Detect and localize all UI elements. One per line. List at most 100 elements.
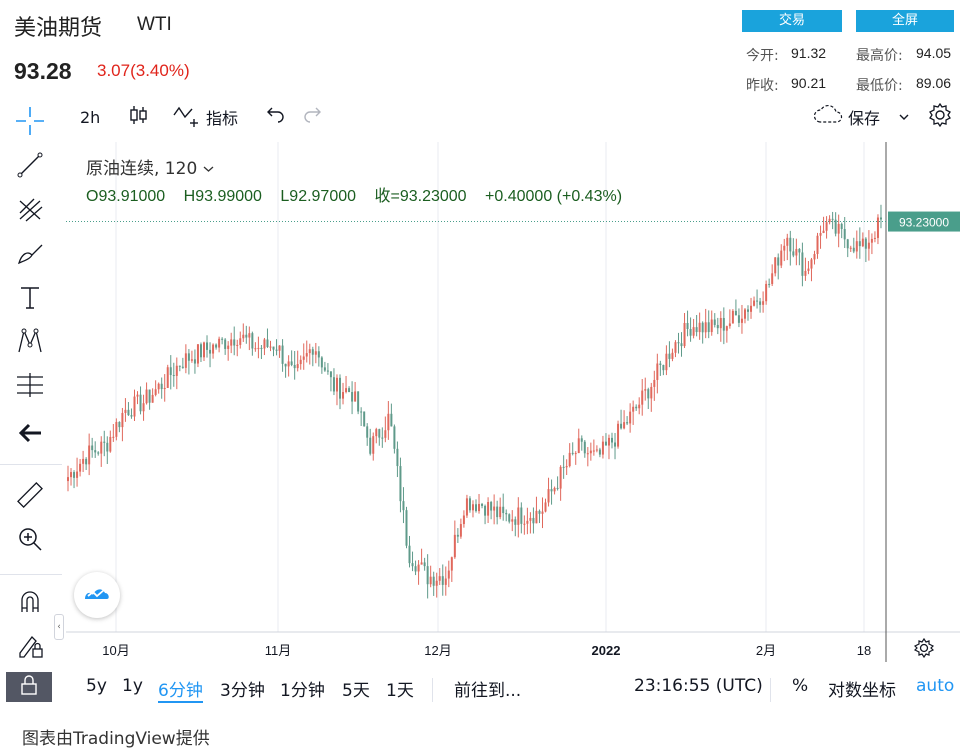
price-chart[interactable]: 10月 11月 12月 2022 2月 18 93.23000: [66, 142, 960, 662]
range-button[interactable]: 5天: [342, 681, 370, 701]
candle-body: [650, 386, 653, 399]
x-tick-label: 12月: [424, 643, 451, 658]
candle-body: [127, 409, 130, 416]
candle-body: [523, 523, 526, 525]
candle-body: [281, 345, 284, 364]
candle-body: [236, 344, 239, 346]
candle-body: [595, 449, 598, 451]
trendline-button[interactable]: [8, 148, 52, 186]
brush-button[interactable]: [8, 236, 52, 274]
candle-body: [644, 389, 647, 391]
range-bar: 5y 1y 6分钟 3分钟 1分钟 5天 1天 前往到... 23:16:55 (UTC) …: [64, 672, 960, 706]
candle-body: [323, 367, 326, 371]
lock-drawings-button[interactable]: [8, 628, 52, 666]
candle-body: [804, 270, 807, 276]
chart-toolbar: 2h 指标 保存: [64, 98, 960, 136]
x-tick-label: 18: [857, 643, 871, 658]
candle-body: [420, 562, 423, 565]
candle-body: [505, 513, 508, 515]
series-name: 原油连续, 120: [86, 159, 198, 179]
candle-body: [858, 241, 861, 247]
candle-body: [813, 254, 816, 260]
chart-settings-button[interactable]: [928, 102, 952, 131]
cloud-icon: [812, 104, 844, 130]
x-tick-label: 2月: [756, 643, 776, 658]
log-scale-toggle[interactable]: 对数坐标: [828, 681, 896, 701]
candle-body: [450, 557, 453, 571]
candle-body: [867, 242, 870, 249]
candle-body: [121, 412, 124, 428]
indicators-button[interactable]: 指标: [172, 104, 238, 130]
x-tick-label: 11月: [265, 643, 292, 658]
range-button[interactable]: 1分钟: [280, 681, 325, 701]
candle-style-button[interactable]: [128, 104, 150, 130]
redo-button[interactable]: [302, 104, 322, 130]
toolbar-collapse-handle[interactable]: ‹: [54, 614, 64, 640]
range-button[interactable]: 1天: [386, 681, 414, 701]
candle-body: [496, 506, 499, 518]
back-button[interactable]: [8, 416, 52, 454]
candle-body: [254, 348, 257, 350]
candle-body: [314, 351, 317, 355]
fib-button[interactable]: [8, 192, 52, 230]
fullscreen-button[interactable]: 全屏: [856, 10, 954, 32]
percent-toggle[interactable]: %: [792, 676, 809, 696]
interval-button[interactable]: 2h: [80, 107, 101, 127]
range-button[interactable]: 5y: [86, 676, 107, 696]
candle-body: [311, 349, 314, 355]
save-label: 保存: [848, 109, 881, 128]
candle-body: [674, 342, 677, 353]
candle-body: [481, 503, 484, 506]
server-time: 23:16:55 (UTC): [634, 676, 763, 696]
candle-body: [774, 257, 777, 274]
chart-pane[interactable]: 10月 11月 12月 2022 2月 18 93.23000: [66, 142, 960, 662]
series-legend-title[interactable]: 原油连续, 120: [86, 154, 214, 179]
candle-body: [855, 241, 858, 252]
candle-body: [737, 315, 740, 323]
measure-button[interactable]: [8, 368, 52, 406]
tradingview-logo-button[interactable]: [74, 572, 120, 618]
candle-body: [511, 519, 514, 522]
candle-body: [798, 248, 801, 253]
magnet-button[interactable]: [8, 584, 52, 622]
auto-scale-toggle[interactable]: auto: [916, 676, 955, 696]
candle-body: [517, 507, 520, 525]
candle-body: [133, 396, 136, 417]
candle-body: [106, 442, 109, 452]
range-button[interactable]: 1y: [122, 676, 143, 696]
candle-body: [879, 217, 882, 220]
candle-body: [611, 437, 613, 443]
pattern-button[interactable]: [8, 324, 52, 362]
candle-body: [719, 317, 722, 329]
range-button[interactable]: 3分钟: [220, 681, 265, 701]
candle-body: [583, 441, 586, 454]
candle-body: [731, 310, 734, 324]
crosshair-button[interactable]: [8, 104, 52, 142]
back-arrow-icon: [17, 422, 43, 448]
candle-body: [296, 364, 299, 369]
save-button[interactable]: 保存: [812, 104, 880, 130]
candle-body: [429, 576, 432, 585]
candle-icon: [128, 104, 150, 130]
candle-body: [438, 576, 441, 581]
candle-body: [671, 352, 674, 359]
trade-button[interactable]: 交易: [742, 10, 842, 32]
range-button[interactable]: 6分钟: [158, 676, 203, 703]
candle-body: [692, 327, 695, 336]
ruler-button[interactable]: [8, 478, 52, 516]
candle-body: [70, 472, 73, 478]
text-tool-button[interactable]: [8, 280, 52, 318]
candle-body: [308, 349, 311, 354]
candle-body: [447, 570, 450, 579]
candle-body: [363, 411, 366, 427]
gear-icon: [928, 102, 952, 131]
goto-date-button[interactable]: 前往到...: [454, 681, 522, 701]
lock-button[interactable]: [6, 672, 52, 702]
candle-body: [626, 422, 629, 424]
candle-body: [704, 322, 707, 333]
candle-body: [792, 251, 795, 256]
save-menu-button[interactable]: [898, 104, 910, 130]
zoom-button[interactable]: [8, 522, 52, 560]
candle-body: [172, 375, 175, 377]
undo-button[interactable]: [266, 104, 286, 130]
